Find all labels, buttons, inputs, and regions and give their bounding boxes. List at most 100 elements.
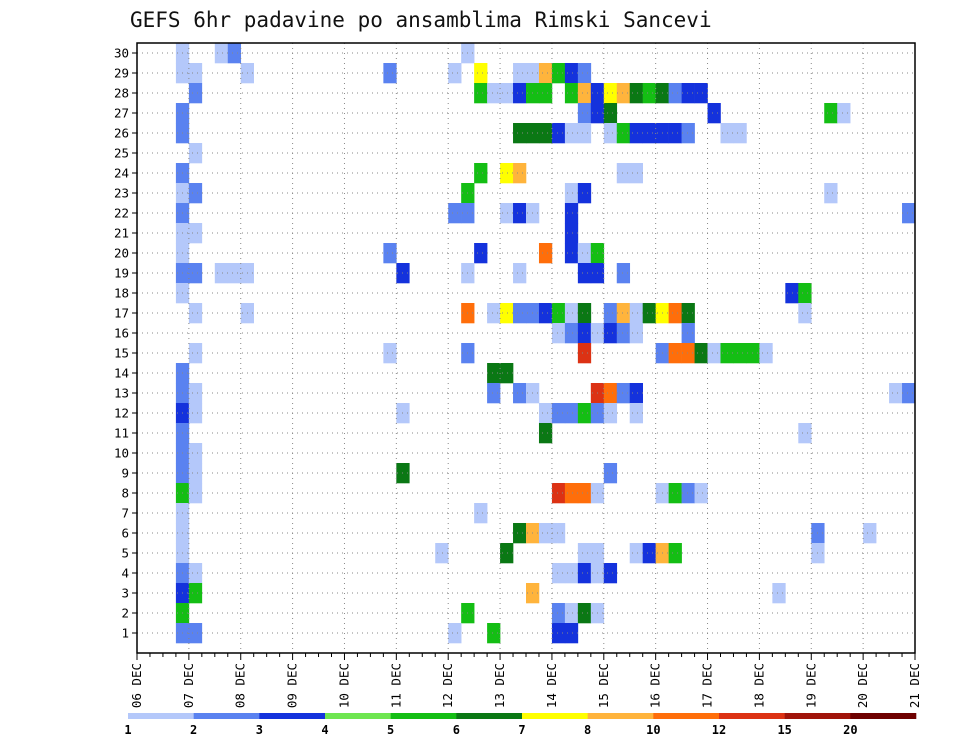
heatmap-cell — [603, 303, 618, 324]
x-tick-label: 17 DEC — [700, 663, 715, 708]
heatmap-cell — [564, 183, 579, 204]
heatmap-cell — [383, 343, 397, 364]
chart-title: GEFS 6hr padavine po ansamblima Rimski S… — [130, 8, 712, 32]
heatmap-cell — [383, 243, 397, 264]
heatmap-cell — [214, 43, 229, 64]
heatmap-cell — [188, 83, 203, 104]
y-tick-label: 29 — [114, 66, 129, 81]
heatmap-cell — [616, 323, 631, 344]
heatmap-cell — [564, 303, 579, 324]
heatmap-cell — [188, 63, 203, 84]
y-tick-label: 30 — [114, 46, 129, 61]
x-tick-label: 16 DEC — [648, 663, 663, 708]
heatmap-cell — [474, 63, 488, 84]
heatmap-cell — [474, 243, 488, 264]
colorbar-label: 3 — [256, 723, 263, 737]
colorbar-swatch — [193, 713, 260, 719]
y-tick-label: 23 — [114, 186, 129, 201]
colorbar-swatch — [719, 713, 785, 719]
heatmap-cell — [668, 483, 682, 504]
heatmap-cell — [668, 343, 682, 364]
heatmap-cell — [577, 263, 592, 284]
heatmap-cell — [629, 163, 643, 184]
heatmap-cell — [538, 63, 553, 84]
colorbar-label: 20 — [843, 723, 857, 737]
heatmap-cell — [188, 263, 203, 284]
heatmap-cell — [564, 63, 579, 84]
heatmap-cell — [681, 483, 695, 504]
heatmap-cell — [629, 383, 643, 404]
heatmap-cells — [175, 43, 916, 644]
y-tick-label: 17 — [114, 306, 129, 321]
y-tick-label: 19 — [114, 266, 129, 281]
heatmap-cell — [500, 203, 514, 224]
heatmap-cell — [551, 623, 566, 644]
heatmap-cell — [603, 123, 618, 144]
heatmap-cell — [538, 303, 553, 324]
colorbar-label: 15 — [777, 723, 791, 737]
colorbar-swatch — [784, 713, 851, 719]
heatmap-cell — [577, 123, 592, 144]
y-tick-label: 7 — [121, 506, 129, 521]
y-tick-label: 2 — [121, 606, 129, 621]
heatmap-cell — [564, 243, 579, 264]
heatmap-cell — [551, 563, 566, 584]
x-tick-label: 06 DEC — [129, 663, 144, 708]
colorbar-swatch — [325, 713, 391, 719]
colorbar: 1 2 3 4 5 6 7 8 10 12 15 20 — [124, 713, 917, 737]
heatmap-cell — [188, 483, 203, 504]
y-tick-label: 25 — [114, 146, 129, 161]
heatmap-cell — [551, 523, 566, 544]
heatmap-cell — [681, 303, 695, 324]
x-tick-label: 10 DEC — [336, 663, 351, 708]
heatmap-cell — [603, 403, 618, 424]
heatmap-cell — [188, 403, 203, 424]
heatmap-cell — [577, 483, 592, 504]
y-axis-ticks: 1234567891011121314151617181920212223242… — [114, 46, 137, 641]
heatmap-cell — [902, 383, 916, 404]
heatmap-cell — [642, 303, 656, 324]
heatmap-cell — [564, 203, 579, 224]
heatmap-cell — [564, 483, 579, 504]
heatmap-cell — [500, 163, 514, 184]
x-tick-label: 19 DEC — [803, 663, 818, 708]
heatmap-cell — [694, 343, 708, 364]
heatmap-cell — [513, 303, 527, 324]
heatmap-cell — [513, 383, 527, 404]
heatmap-cell — [798, 303, 812, 324]
heatmap-cell — [603, 83, 618, 104]
heatmap-cell — [759, 343, 773, 364]
heatmap-cell — [188, 443, 203, 464]
y-tick-label: 26 — [114, 126, 129, 141]
x-tick-label: 09 DEC — [285, 663, 300, 708]
y-tick-label: 10 — [114, 446, 129, 461]
heatmap-cell — [668, 543, 682, 564]
heatmap-cell — [577, 343, 592, 364]
heatmap-cell — [500, 543, 514, 564]
colorbar-swatch — [653, 713, 720, 719]
heatmap-cell — [474, 163, 488, 184]
colorbar-label: 10 — [646, 723, 660, 737]
heatmap-cell — [487, 363, 501, 384]
heatmap-cell — [513, 83, 527, 104]
colorbar-swatch — [259, 713, 326, 719]
x-tick-label: 12 DEC — [440, 663, 455, 708]
colorbar-label: 2 — [190, 723, 197, 737]
colorbar-swatch — [587, 713, 654, 719]
heatmap-cell — [551, 123, 566, 144]
x-tick-label: 11 DEC — [388, 663, 403, 708]
heatmap-cell — [798, 283, 812, 304]
heatmap-cell — [564, 323, 579, 344]
heatmap-cell — [513, 63, 527, 84]
heatmap-cell — [629, 123, 643, 144]
x-tick-label: 07 DEC — [181, 663, 196, 708]
y-tick-label: 22 — [114, 206, 129, 221]
heatmap-cell — [889, 383, 903, 404]
heatmap-cell — [577, 403, 592, 424]
heatmap-cell — [577, 543, 592, 564]
heatmap-cell — [188, 223, 203, 244]
heatmap-cell — [629, 323, 643, 344]
y-tick-label: 14 — [114, 366, 129, 381]
heatmap-cell — [603, 383, 618, 404]
heatmap-cell — [551, 483, 566, 504]
